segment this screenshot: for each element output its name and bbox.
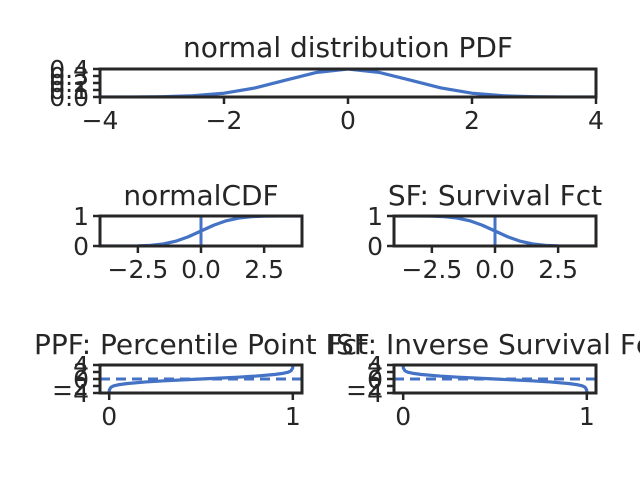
ppf-title: PPF: Percentile Point Fct xyxy=(34,328,368,361)
pdf-axes-frame xyxy=(98,67,598,99)
isf-xtick-label: 1 xyxy=(579,402,595,431)
pdf-ytick-label: 0.1 xyxy=(49,76,89,105)
pdf-ytick-label: 0.3 xyxy=(49,62,89,91)
cdf-ytick-label: 1 xyxy=(73,202,89,231)
sf-title: SF: Survival Fct xyxy=(388,179,602,212)
isf-ytick-label: 4 xyxy=(367,351,383,380)
ppf-ytick-label: −4 xyxy=(52,379,89,408)
cdf-title: normalCDF xyxy=(123,179,278,212)
isf-xtick-label: 0 xyxy=(395,402,411,431)
ppf-series-line xyxy=(107,365,295,393)
sf-xtick-label: 2.5 xyxy=(538,255,578,284)
cdf-xtick-label: 0.0 xyxy=(181,255,221,284)
pdf-panel: −4 −2 0 2 4 0.00.10.20.30.4 normal distributio… xyxy=(49,31,604,135)
pdf-xtick-label: 4 xyxy=(588,106,604,135)
isf-series-line xyxy=(401,365,589,393)
cdf-xtick-label: −2.5 xyxy=(108,255,169,284)
cdf-panel: −2.5 0.0 2.5 01 normalCDF xyxy=(73,179,304,284)
pdf-series-line xyxy=(100,69,596,97)
pdf-xtick-label: −2 xyxy=(206,106,243,135)
isf-title: ISF: Inverse Survival Fct xyxy=(328,328,640,361)
cdf-ytick-label: 0 xyxy=(73,232,89,261)
pdf-ytick-label: 0.4 xyxy=(49,55,89,84)
ppf-ytick-label: 2 xyxy=(73,358,89,387)
pdf-xtick-label: 2 xyxy=(464,106,480,135)
sf-ytick-label: 1 xyxy=(367,202,383,231)
pdf-xtick-label: −4 xyxy=(82,106,119,135)
sf-ytick-label: 0 xyxy=(367,232,383,261)
pdf-title: normal distribution PDF xyxy=(183,31,513,64)
pdf-xtick-label: 0 xyxy=(340,106,356,135)
sf-xtick-label: −2.5 xyxy=(402,255,463,284)
isf-ytick-label: 2 xyxy=(367,358,383,387)
ppf-ytick-label: −2 xyxy=(52,372,89,401)
ppf-ytick-label: 0 xyxy=(73,365,89,394)
isf-ytick-label: −2 xyxy=(346,372,383,401)
ppf-xtick-label: 0 xyxy=(101,402,117,431)
cdf-xtick-label: 2.5 xyxy=(244,255,284,284)
sf-xtick-label: 0.0 xyxy=(475,255,515,284)
pdf-ytick-label: 0.2 xyxy=(49,69,89,98)
isf-ytick-label: 0 xyxy=(367,365,383,394)
ppf-xtick-label: 1 xyxy=(285,402,301,431)
ppf-ytick-label: 4 xyxy=(73,351,89,380)
pdf-ytick-label: 0.0 xyxy=(49,83,89,112)
isf-ytick-label: −4 xyxy=(346,379,383,408)
